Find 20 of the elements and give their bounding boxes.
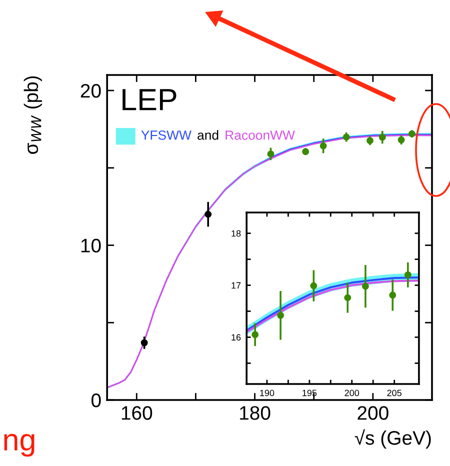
- x-tick-label: 200: [358, 406, 388, 420]
- text: ng: [4, 434, 34, 457]
- x-tick-label: 160: [122, 406, 152, 420]
- y-tick-label: 18: [232, 230, 241, 237]
- x-tick-label: 190: [260, 390, 274, 396]
- x-axis-title: √s (GeV): [354, 429, 431, 449]
- annotation: and: [198, 130, 218, 140]
- y-tick-label: 20: [80, 84, 101, 98]
- x-tick-label: 205: [387, 390, 402, 396]
- x-tick-label: 180: [240, 406, 270, 420]
- x-tick-label: 195: [302, 390, 317, 396]
- text: YFSWW: [141, 130, 192, 140]
- y-tick-label: 10: [81, 238, 101, 252]
- y-tick-label: 0: [91, 393, 101, 408]
- x-tick-label: 200: [344, 390, 360, 396]
- annotation: LEP: [122, 89, 176, 110]
- y-tick-label: 17: [232, 282, 241, 289]
- y-tick-label: 16: [232, 334, 241, 341]
- series-label: RacoonWW: [226, 130, 295, 140]
- y-axis-title: σ$_{WW}$ (pb): [24, 76, 42, 154]
